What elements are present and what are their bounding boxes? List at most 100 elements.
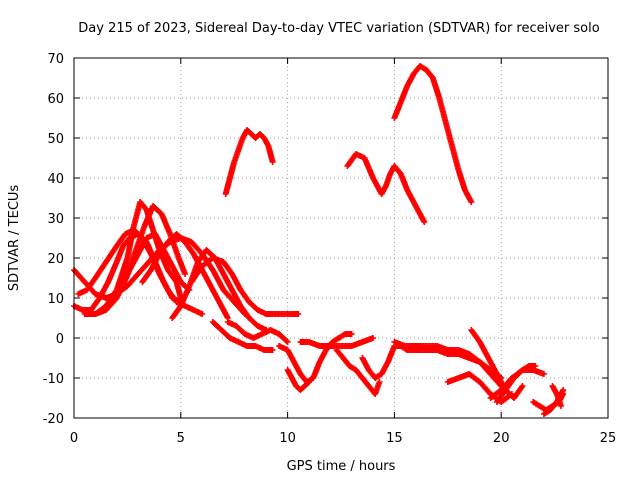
data-point bbox=[363, 380, 370, 387]
data-point bbox=[185, 284, 192, 291]
data-point bbox=[90, 288, 97, 295]
data-point bbox=[175, 253, 182, 260]
data-point bbox=[252, 305, 259, 311]
y-tick-label: 40 bbox=[47, 172, 64, 187]
series-track-13 bbox=[276, 331, 355, 385]
series-track-25 bbox=[493, 363, 539, 405]
data-point bbox=[474, 377, 481, 384]
data-point bbox=[435, 93, 442, 100]
data-point bbox=[239, 329, 246, 335]
data-point bbox=[224, 333, 231, 339]
data-point bbox=[475, 336, 482, 343]
data-point bbox=[368, 335, 375, 342]
data-point bbox=[207, 256, 214, 263]
x-tick-label: 15 bbox=[386, 431, 403, 446]
data-point bbox=[375, 380, 382, 387]
x-tick-label: 20 bbox=[493, 431, 510, 446]
data-point bbox=[420, 217, 427, 224]
x-tick-label: 5 bbox=[177, 431, 185, 446]
data-point bbox=[509, 377, 516, 384]
data-point bbox=[428, 72, 435, 79]
data-point bbox=[551, 401, 558, 408]
x-tick-label: 10 bbox=[279, 431, 296, 446]
data-point bbox=[539, 370, 546, 377]
series-track-12 bbox=[222, 127, 276, 197]
series-track-15 bbox=[297, 335, 377, 349]
data-point bbox=[442, 117, 449, 124]
data-point bbox=[143, 261, 150, 268]
x-tick-label: 0 bbox=[70, 431, 78, 446]
data-point bbox=[397, 100, 404, 107]
y-tick-label: -20 bbox=[43, 412, 64, 427]
data-point bbox=[94, 297, 101, 304]
series-track-16 bbox=[333, 347, 383, 397]
series-track-14 bbox=[284, 367, 312, 393]
data-point bbox=[395, 168, 402, 175]
data-point bbox=[338, 352, 345, 359]
data-point bbox=[299, 385, 306, 391]
data-point bbox=[517, 385, 524, 392]
data-point bbox=[268, 347, 275, 353]
data-point bbox=[455, 165, 462, 172]
data-point bbox=[282, 337, 289, 343]
data-points bbox=[71, 63, 567, 417]
data-point bbox=[133, 273, 140, 280]
data-point bbox=[303, 381, 310, 387]
series-track-7 bbox=[139, 231, 231, 321]
data-point bbox=[485, 368, 492, 375]
series-track-28 bbox=[549, 383, 565, 409]
series-track-9 bbox=[188, 255, 302, 317]
data-point bbox=[500, 389, 507, 396]
data-point bbox=[485, 388, 492, 395]
data-point bbox=[269, 157, 276, 164]
y-tick-label: 10 bbox=[47, 292, 64, 307]
data-point bbox=[216, 325, 223, 331]
data-point bbox=[113, 260, 120, 267]
data-point bbox=[197, 310, 204, 317]
y-tick-label: 20 bbox=[47, 252, 64, 267]
data-point bbox=[293, 311, 300, 317]
chart-title: Day 215 of 2023, Sidereal Day-to-day VTE… bbox=[78, 21, 599, 36]
data-point bbox=[246, 129, 253, 135]
data-point bbox=[252, 321, 259, 327]
data-point bbox=[344, 360, 351, 367]
data-point bbox=[146, 269, 153, 276]
y-tick-label: 70 bbox=[47, 52, 64, 67]
data-point bbox=[90, 277, 97, 284]
data-point bbox=[166, 229, 173, 236]
data-point bbox=[181, 269, 188, 276]
data-point bbox=[227, 268, 234, 275]
data-point bbox=[116, 289, 123, 296]
series-track-11 bbox=[224, 319, 291, 345]
y-tick-label: 0 bbox=[56, 332, 64, 347]
data-point bbox=[100, 304, 107, 311]
y-tick-label: -10 bbox=[43, 372, 64, 387]
data-point bbox=[304, 380, 311, 386]
data-point bbox=[357, 372, 364, 379]
data-point bbox=[140, 224, 147, 231]
y-tick-label: 30 bbox=[47, 212, 64, 227]
y-tick-label: 60 bbox=[47, 92, 64, 107]
data-point bbox=[347, 331, 354, 337]
data-point bbox=[531, 363, 538, 369]
data-point bbox=[467, 197, 474, 204]
x-axis-label: GPS time / hours bbox=[287, 459, 396, 474]
data-point bbox=[474, 357, 481, 364]
data-point bbox=[244, 296, 251, 303]
data-point bbox=[176, 305, 183, 312]
data-point bbox=[156, 209, 163, 215]
data-point bbox=[179, 237, 186, 243]
data-point bbox=[557, 401, 564, 408]
data-point bbox=[518, 384, 525, 391]
data-point bbox=[517, 369, 524, 375]
data-point bbox=[448, 141, 455, 148]
data-point bbox=[79, 276, 86, 283]
x-tick-label: 25 bbox=[600, 431, 617, 446]
data-point bbox=[224, 313, 231, 320]
axis-ticks: 0 5 10 15 20 25 -20 -10 0 10 20 30 40 50 60 70 bbox=[43, 52, 617, 446]
data-point bbox=[244, 312, 251, 319]
series-track-19 bbox=[391, 63, 475, 205]
series-track-6 bbox=[109, 231, 193, 305]
series-track-10 bbox=[209, 319, 276, 353]
